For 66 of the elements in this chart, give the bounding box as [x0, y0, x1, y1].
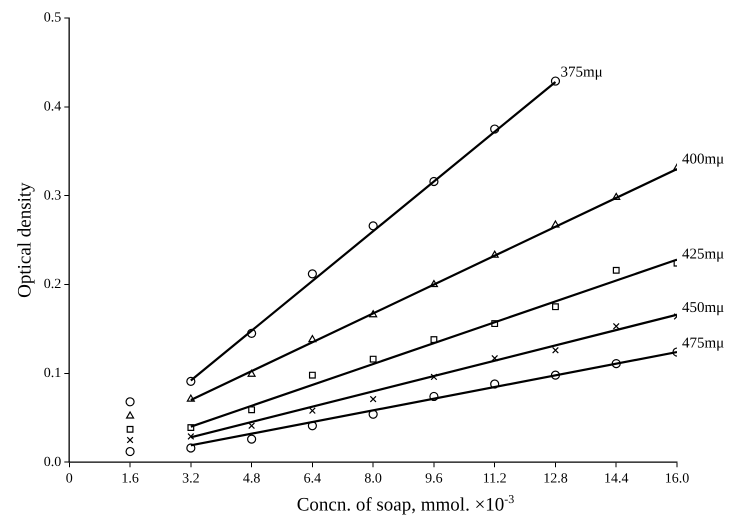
x-tick-label: 9.6 — [425, 471, 443, 486]
y-tick-label: 0.3 — [44, 188, 62, 204]
point — [368, 410, 378, 419]
point — [612, 322, 620, 330]
x-tick-label: 3.2 — [182, 471, 200, 486]
x-tick-label: 0 — [66, 471, 73, 486]
y-tick-label: 0.5 — [44, 10, 62, 26]
x-tick-label: 16.0 — [664, 471, 690, 486]
point — [126, 411, 134, 419]
point — [430, 280, 438, 288]
point — [186, 443, 196, 453]
point — [308, 269, 317, 278]
point — [612, 358, 621, 368]
x-tick-label: 8.0 — [364, 471, 382, 486]
y-tick-label: 0.2 — [44, 277, 62, 292]
y-tick-label: 0.4 — [44, 100, 62, 115]
point — [247, 434, 256, 444]
x-axis-title: Concn. of soap, mmol. ×10$^{-3}$ — [296, 492, 516, 516]
x-tick-label: 14.4 — [604, 471, 628, 486]
point — [308, 421, 317, 430]
point — [552, 346, 559, 354]
x-tick-label: 1.6 — [121, 471, 139, 486]
point — [550, 370, 560, 380]
point — [308, 335, 316, 342]
point — [429, 176, 439, 186]
point — [247, 328, 256, 338]
point — [308, 407, 316, 414]
point — [368, 221, 378, 230]
y-axis-title: Optical density — [14, 182, 36, 298]
point — [125, 397, 135, 406]
point — [612, 192, 620, 200]
point — [490, 250, 499, 258]
point — [490, 379, 500, 389]
point — [550, 76, 560, 86]
y-tick-label: 0.1 — [44, 366, 62, 382]
point — [552, 303, 559, 310]
point — [126, 436, 134, 444]
point — [369, 310, 378, 318]
y-tick-label: 0.0 — [44, 454, 62, 470]
x-tick-label: 12.8 — [543, 471, 568, 486]
point — [491, 320, 498, 328]
point — [186, 394, 195, 402]
series-label: 400mμ — [682, 152, 724, 168]
point — [126, 426, 134, 433]
point — [125, 446, 135, 456]
series-label: 450mμ — [682, 300, 724, 316]
point — [612, 266, 620, 274]
point — [248, 406, 256, 414]
point — [490, 124, 500, 134]
point — [308, 372, 316, 379]
point — [187, 433, 194, 440]
point — [429, 392, 439, 402]
x-tick-label: 4.8 — [242, 471, 260, 486]
point — [551, 220, 560, 228]
point — [186, 376, 196, 386]
point — [370, 396, 377, 403]
x-tick-label: 6.4 — [304, 471, 322, 486]
series-label: 375mμ — [560, 64, 603, 81]
point — [370, 356, 377, 363]
point — [248, 422, 256, 430]
point — [248, 370, 256, 377]
series-label: 475mμ — [682, 335, 724, 352]
series-label: 425mμ — [682, 246, 724, 263]
x-tick-label: 11.2 — [482, 471, 507, 486]
point — [430, 336, 438, 344]
point — [187, 424, 194, 431]
